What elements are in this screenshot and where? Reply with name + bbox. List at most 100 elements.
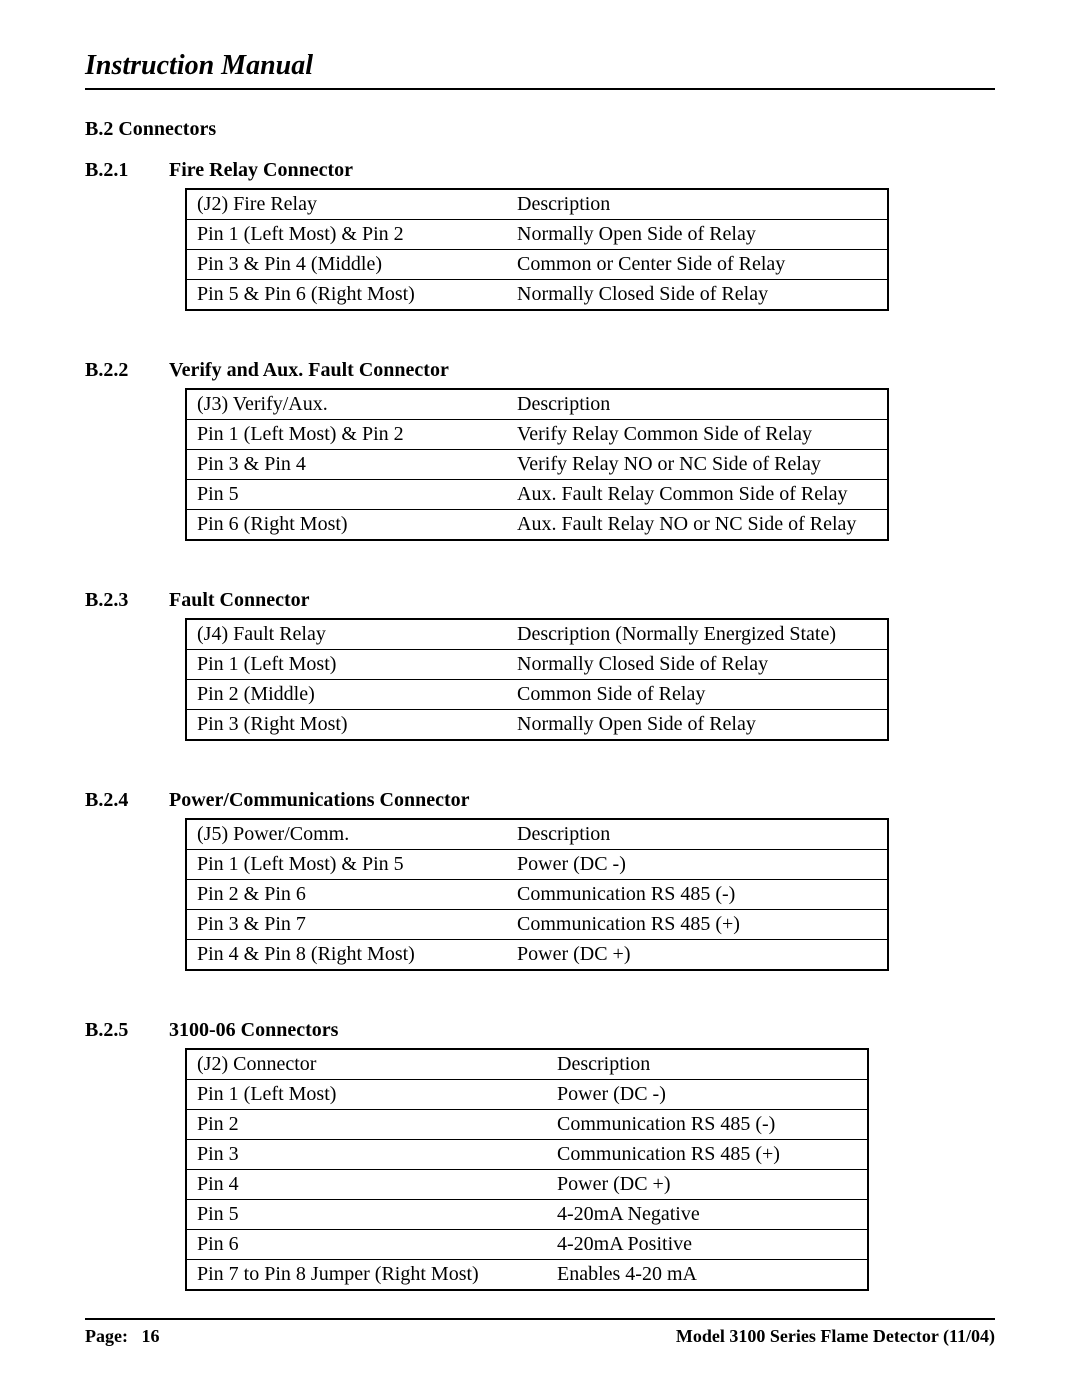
footer-model: Model 3100 Series Flame Detector (11/04) [676, 1326, 995, 1347]
table-cell: Pin 4 & Pin 8 (Right Most) [186, 940, 507, 971]
section-heading: B.2 Connectors [85, 118, 995, 141]
subsection-heading: B.2.2 Verify and Aux. Fault Connector [85, 359, 995, 382]
table-header-cell: Description [507, 389, 888, 420]
table-header-cell: Description [507, 819, 888, 850]
subsection-number: B.2.4 [85, 789, 155, 812]
table-cell: Normally Closed Side of Relay [507, 650, 888, 680]
table-cell: Aux. Fault Relay Common Side of Relay [507, 480, 888, 510]
table-cell: Pin 3 & Pin 4 [186, 450, 507, 480]
table-header-cell: (J2) Connector [186, 1049, 547, 1080]
table-header-cell: Description [547, 1049, 868, 1080]
table-row: Pin 6 (Right Most)Aux. Fault Relay NO or… [186, 510, 888, 541]
subsection-title: 3100-06 Connectors [169, 1019, 995, 1042]
title-rule [85, 88, 995, 90]
page-footer: Page: 16 Model 3100 Series Flame Detecto… [85, 1318, 995, 1347]
table-wrap: (J4) Fault RelayDescription (Normally En… [185, 618, 995, 741]
table-cell: Normally Open Side of Relay [507, 710, 888, 741]
table-row: Pin 1 (Left Most) & Pin 5Power (DC -) [186, 850, 888, 880]
table-cell: Power (DC -) [547, 1080, 868, 1110]
table-cell: Pin 4 [186, 1170, 547, 1200]
table-header-row: (J2) Fire RelayDescription [186, 189, 888, 220]
subsection-title: Fire Relay Connector [169, 159, 995, 182]
footer-row: Page: 16 Model 3100 Series Flame Detecto… [85, 1326, 995, 1347]
table-header-row: (J4) Fault RelayDescription (Normally En… [186, 619, 888, 650]
footer-page-number: 16 [141, 1326, 159, 1346]
table-cell: Common or Center Side of Relay [507, 250, 888, 280]
subsection-number: B.2.5 [85, 1019, 155, 1042]
table-row: Pin 1 (Left Most) & Pin 2Verify Relay Co… [186, 420, 888, 450]
table-cell: Normally Open Side of Relay [507, 220, 888, 250]
connector-table: (J3) Verify/Aux.DescriptionPin 1 (Left M… [185, 388, 889, 541]
table-cell: Pin 3 (Right Most) [186, 710, 507, 741]
subsection-heading: B.2.3 Fault Connector [85, 589, 995, 612]
table-header-row: (J5) Power/Comm.Description [186, 819, 888, 850]
table-wrap: (J2) Fire RelayDescriptionPin 1 (Left Mo… [185, 188, 995, 311]
table-row: Pin 3 & Pin 7Communication RS 485 (+) [186, 910, 888, 940]
table-cell: Pin 1 (Left Most) & Pin 2 [186, 220, 507, 250]
table-cell: 4-20mA Negative [547, 1200, 868, 1230]
table-cell: Pin 5 & Pin 6 (Right Most) [186, 280, 507, 311]
table-cell: Pin 2 & Pin 6 [186, 880, 507, 910]
subsection-heading: B.2.1 Fire Relay Connector [85, 159, 995, 182]
table-row: Pin 5 & Pin 6 (Right Most)Normally Close… [186, 280, 888, 311]
subsection-title: Fault Connector [169, 589, 995, 612]
subsection-heading: B.2.5 3100-06 Connectors [85, 1019, 995, 1042]
table-row: Pin 2Communication RS 485 (-) [186, 1110, 868, 1140]
table-cell: Enables 4-20 mA [547, 1260, 868, 1291]
table-row: Pin 4Power (DC +) [186, 1170, 868, 1200]
table-cell: Pin 1 (Left Most) [186, 1080, 547, 1110]
document-title: Instruction Manual [85, 50, 995, 82]
connector-table: (J2) ConnectorDescriptionPin 1 (Left Mos… [185, 1048, 869, 1291]
footer-page-label: Page: [85, 1326, 128, 1346]
table-row: Pin 3 (Right Most)Normally Open Side of … [186, 710, 888, 741]
table-header-row: (J3) Verify/Aux.Description [186, 389, 888, 420]
sections-container: B.2.1 Fire Relay Connector (J2) Fire Relay… [85, 159, 995, 1291]
footer-page: Page: 16 [85, 1326, 159, 1347]
table-cell: Pin 5 [186, 480, 507, 510]
table-row: Pin 64-20mA Positive [186, 1230, 868, 1260]
table-header-cell: (J2) Fire Relay [186, 189, 507, 220]
table-row: Pin 1 (Left Most)Normally Closed Side of… [186, 650, 888, 680]
table-row: Pin 7 to Pin 8 Jumper (Right Most)Enable… [186, 1260, 868, 1291]
connector-table: (J4) Fault RelayDescription (Normally En… [185, 618, 889, 741]
table-row: Pin 5Aux. Fault Relay Common Side of Rel… [186, 480, 888, 510]
table-header-cell: (J4) Fault Relay [186, 619, 507, 650]
table-cell: Pin 2 (Middle) [186, 680, 507, 710]
table-cell: Pin 1 (Left Most) & Pin 2 [186, 420, 507, 450]
table-cell: Pin 3 [186, 1140, 547, 1170]
subsection-title: Verify and Aux. Fault Connector [169, 359, 995, 382]
table-header-cell: (J5) Power/Comm. [186, 819, 507, 850]
table-cell: Communication RS 485 (+) [507, 910, 888, 940]
table-header-cell: Description (Normally Energized State) [507, 619, 888, 650]
page: Instruction Manual B.2 Connectors B.2.1 F… [0, 0, 1080, 1397]
table-row: Pin 3 & Pin 4 (Middle)Common or Center S… [186, 250, 888, 280]
table-wrap: (J2) ConnectorDescriptionPin 1 (Left Mos… [185, 1048, 995, 1291]
table-cell: Aux. Fault Relay NO or NC Side of Relay [507, 510, 888, 541]
table-cell: Common Side of Relay [507, 680, 888, 710]
subsection-number: B.2.1 [85, 159, 155, 182]
table-cell: Pin 1 (Left Most) & Pin 5 [186, 850, 507, 880]
table-cell: Pin 5 [186, 1200, 547, 1230]
table-cell: Verify Relay NO or NC Side of Relay [507, 450, 888, 480]
table-row: Pin 1 (Left Most)Power (DC -) [186, 1080, 868, 1110]
table-cell: Power (DC +) [507, 940, 888, 971]
table-cell: Pin 3 & Pin 4 (Middle) [186, 250, 507, 280]
table-row: Pin 3 & Pin 4Verify Relay NO or NC Side … [186, 450, 888, 480]
table-row: Pin 2 (Middle)Common Side of Relay [186, 680, 888, 710]
table-cell: Pin 3 & Pin 7 [186, 910, 507, 940]
table-header-cell: Description [507, 189, 888, 220]
table-cell: Pin 6 [186, 1230, 547, 1260]
table-row: Pin 1 (Left Most) & Pin 2Normally Open S… [186, 220, 888, 250]
subsection-number: B.2.3 [85, 589, 155, 612]
table-row: Pin 2 & Pin 6Communication RS 485 (-) [186, 880, 888, 910]
subsection-heading: B.2.4Power/Communications Connector [85, 789, 995, 812]
table-cell: Pin 7 to Pin 8 Jumper (Right Most) [186, 1260, 547, 1291]
table-cell: 4-20mA Positive [547, 1230, 868, 1260]
connector-table: (J5) Power/Comm.DescriptionPin 1 (Left M… [185, 818, 889, 971]
subsection-number: B.2.2 [85, 359, 155, 382]
table-cell: Communication RS 485 (-) [507, 880, 888, 910]
table-cell: Power (DC +) [547, 1170, 868, 1200]
footer-rule [85, 1318, 995, 1320]
table-cell: Pin 2 [186, 1110, 547, 1140]
table-wrap: (J3) Verify/Aux.DescriptionPin 1 (Left M… [185, 388, 995, 541]
